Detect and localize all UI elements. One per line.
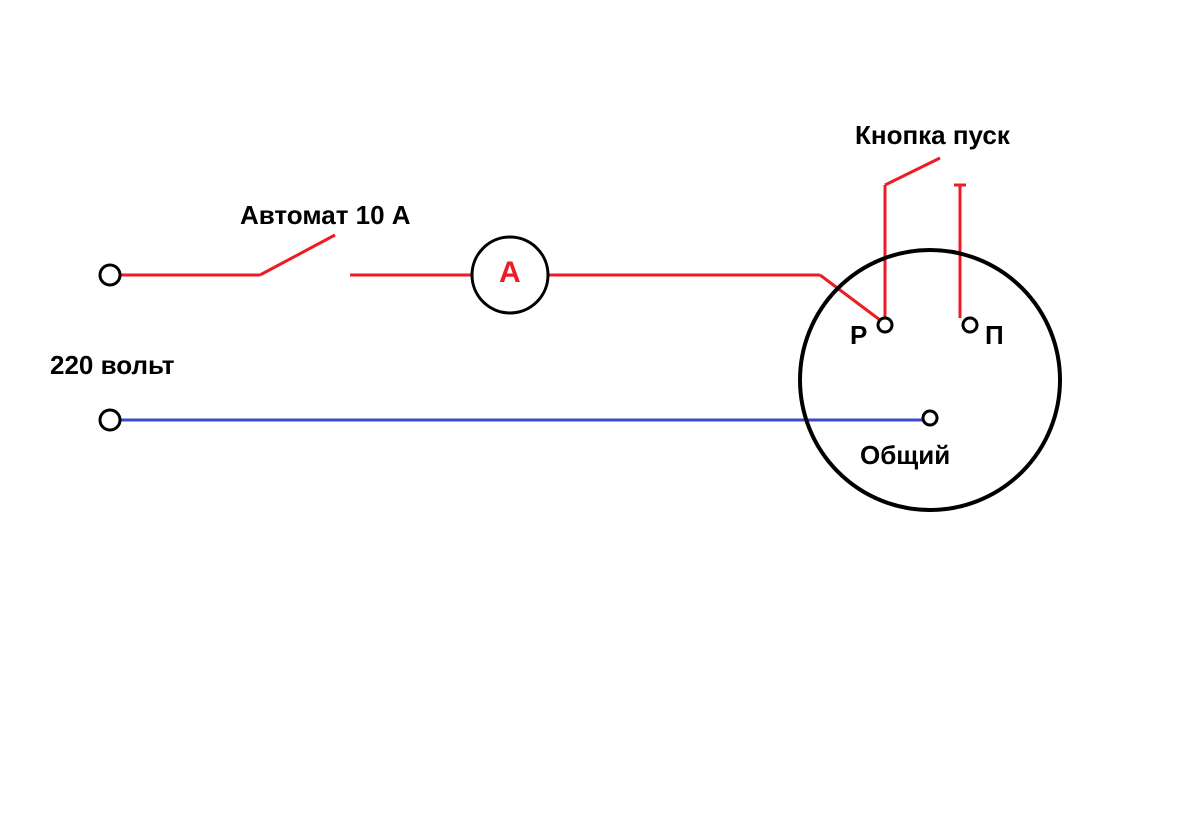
circuit-diagram — [0, 0, 1200, 836]
input-neutral-terminal — [100, 410, 120, 430]
ammeter-label: А — [499, 256, 521, 290]
motor-terminal-p — [963, 318, 977, 332]
terminal-common-label: Общий — [860, 440, 950, 471]
input-live-terminal — [100, 265, 120, 285]
terminal-r-label: Р — [850, 320, 867, 351]
motor-terminal-common — [923, 411, 937, 425]
motor-icon — [800, 250, 1060, 510]
breaker-switch-arm — [260, 235, 335, 275]
start-button-label: Кнопка пуск — [855, 120, 1010, 151]
start-button-arm — [885, 158, 940, 185]
motor-terminal-r — [878, 318, 892, 332]
breaker-label: Автомат 10 А — [240, 200, 411, 231]
terminal-p-label: П — [985, 320, 1004, 351]
voltage-label: 220 вольт — [50, 350, 174, 381]
